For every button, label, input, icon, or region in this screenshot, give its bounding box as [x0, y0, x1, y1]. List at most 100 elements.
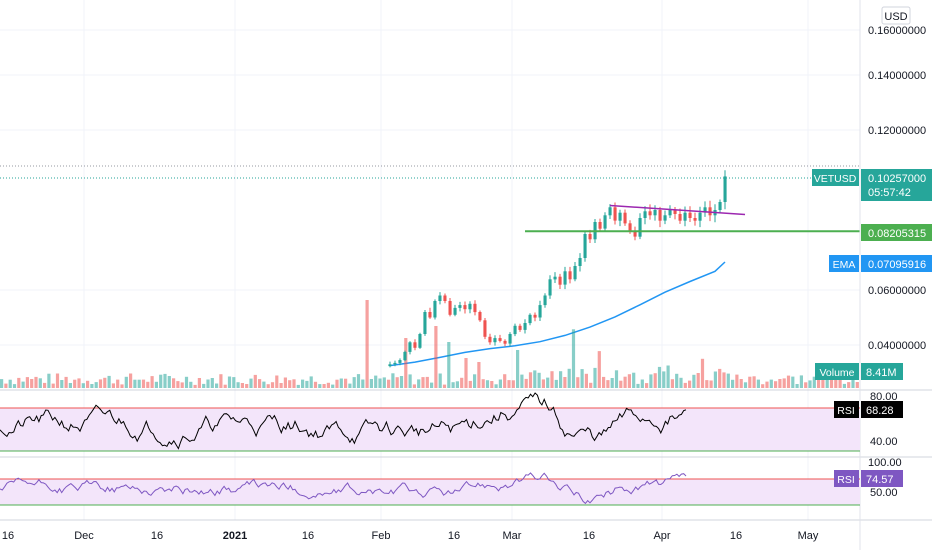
volume-bar — [524, 378, 528, 388]
volume-bar — [172, 378, 176, 388]
volume-bar — [559, 371, 563, 388]
time-tick-label: 16 — [2, 530, 14, 542]
volume-badge: Volume 8.41M — [815, 363, 903, 380]
volume-bar — [477, 362, 481, 388]
candle-body — [543, 295, 547, 306]
volume-bar — [215, 383, 219, 388]
candle-body — [683, 212, 687, 221]
candle-body — [553, 276, 557, 280]
candle-body — [578, 258, 582, 266]
volume-bar — [546, 377, 550, 388]
price-axis[interactable]: 0.16000000 0.14000000 0.12000000 0.06000… — [868, 25, 926, 352]
volume-bar — [632, 372, 636, 388]
candle-body — [393, 362, 397, 365]
candle-body — [453, 307, 457, 315]
volume-bar — [851, 373, 855, 388]
volume-bar — [219, 374, 223, 388]
volume-bar — [116, 379, 120, 388]
volume-bar — [791, 376, 795, 388]
candle-body — [638, 218, 642, 237]
candle-body — [483, 320, 487, 337]
volume-bar — [275, 375, 279, 388]
candle-body — [413, 342, 417, 348]
candle-body — [503, 340, 507, 344]
volume-bar — [748, 376, 752, 388]
volume-bar — [210, 378, 214, 388]
volume-bar — [30, 379, 34, 388]
candle-body — [628, 223, 632, 232]
volume-bar — [627, 374, 631, 388]
volume-bar — [464, 358, 468, 388]
volume-bar — [812, 376, 816, 388]
candle-body — [573, 266, 577, 280]
ema-badge: EMA 0.07095916 — [829, 255, 932, 272]
ema-curve — [389, 261, 726, 367]
volume-bar — [473, 374, 477, 388]
candle-body — [643, 211, 647, 218]
volume-bar — [434, 326, 438, 388]
volume-bar — [90, 384, 94, 388]
time-axis[interactable]: 16 Dec 16 2021 16 Feb 16 Mar 16 Apr 16 M… — [2, 530, 819, 542]
volume-bar — [752, 376, 756, 388]
candle-body — [403, 351, 407, 361]
volume-bar — [528, 372, 533, 388]
candle-body — [423, 312, 427, 334]
volume-bar — [12, 384, 17, 388]
volume-bar — [653, 373, 657, 388]
volume-bar — [184, 376, 189, 388]
volume-bar — [541, 379, 545, 388]
last-price-badge: VETUSD 0.10257000 05:57:42 — [812, 169, 932, 201]
candle-body — [443, 295, 447, 301]
volume-bar — [563, 377, 567, 388]
volume-bar — [154, 381, 158, 388]
support-price-value: 0.08205315 — [868, 228, 926, 240]
candle-body — [408, 342, 412, 352]
volume-bar — [361, 379, 365, 388]
volume-bar — [786, 375, 791, 388]
currency-button[interactable]: USD — [881, 6, 911, 25]
volume-bar — [94, 382, 98, 388]
price-tick-label: 0.14000000 — [868, 70, 926, 82]
volume-bar — [597, 351, 601, 388]
volume-bar — [202, 383, 206, 388]
candle-body — [478, 312, 482, 321]
time-tick-label: May — [798, 530, 819, 542]
rsi-pane-2[interactable] — [0, 472, 860, 506]
volume-bar — [503, 374, 507, 388]
volume-bar — [735, 374, 739, 388]
rsi-level-label: 100.00 — [868, 457, 902, 469]
volume-bar — [726, 373, 730, 388]
volume-bar — [507, 380, 511, 388]
volume-bar — [60, 380, 64, 388]
volume-bar — [679, 377, 683, 388]
volume-bar — [236, 382, 240, 388]
time-tick-label: Apr — [653, 530, 670, 542]
volume-bar — [159, 374, 163, 388]
volume-bar — [842, 383, 846, 388]
rsi-level-label: 80.00 — [870, 391, 898, 403]
volume-bar — [301, 379, 305, 388]
volume-bar — [670, 379, 674, 388]
volume-bar — [245, 384, 249, 388]
volume-bar — [258, 379, 262, 388]
candle-body — [518, 325, 522, 330]
time-tick-label: Dec — [74, 530, 94, 542]
volume-bar — [614, 370, 619, 388]
price-tick-label: 0.16000000 — [868, 25, 926, 37]
candle-body — [708, 207, 712, 216]
volume-bar — [395, 377, 399, 388]
rsi-2-axis: 100.00 50.00 RSI 74.57 — [834, 457, 903, 499]
volume-bar — [51, 383, 55, 388]
volume-bar — [331, 384, 335, 388]
volume-bar — [206, 379, 210, 388]
rsi-value: 68.28 — [866, 405, 894, 417]
trendline[interactable] — [609, 204, 746, 216]
volume-bar — [107, 375, 111, 388]
candle-body — [698, 212, 702, 221]
volume-bar — [412, 384, 416, 388]
candle-body — [513, 325, 517, 335]
volume-value: 8.41M — [866, 367, 897, 379]
rsi-pane-1[interactable] — [0, 392, 860, 452]
ema-line — [389, 261, 726, 367]
